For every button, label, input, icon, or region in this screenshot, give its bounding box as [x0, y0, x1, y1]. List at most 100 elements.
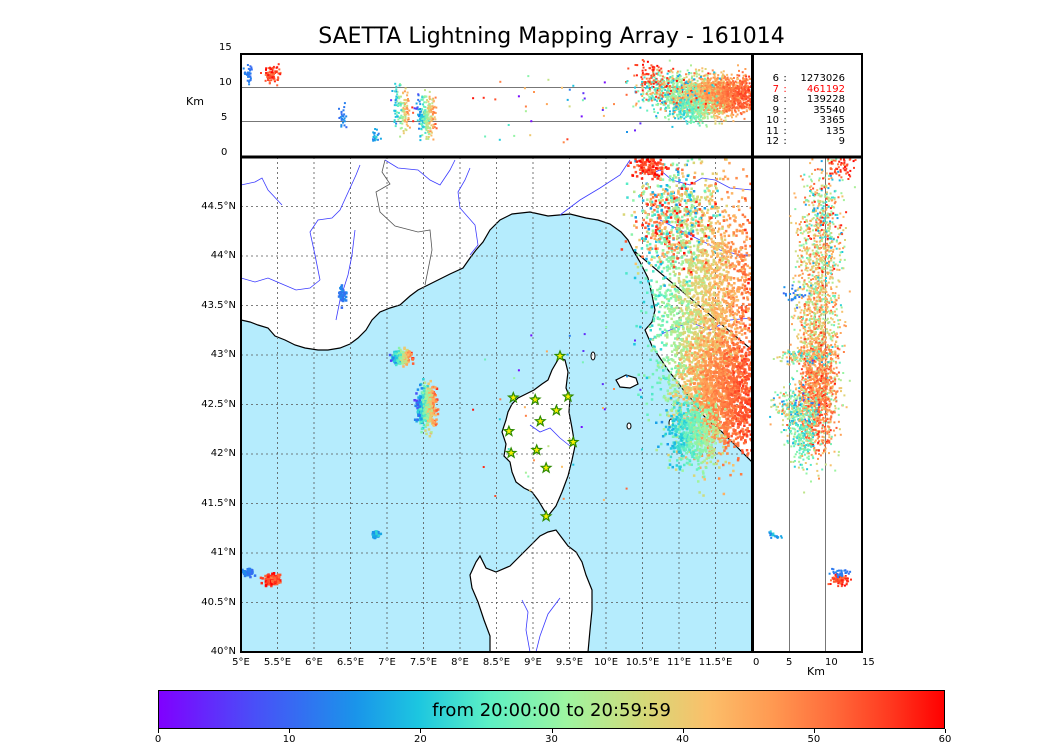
lightning-source-alt — [725, 94, 728, 97]
lightning-source-alt — [660, 71, 663, 74]
lightning-source-alt — [650, 76, 653, 79]
lightning-source — [680, 365, 684, 368]
lightning-source-alt — [340, 111, 343, 114]
lightning-source-alt — [646, 85, 648, 88]
lightning-source-alt — [714, 86, 717, 89]
lightning-source — [692, 269, 695, 272]
lightning-source-alt — [435, 127, 438, 130]
lightning-source-alt — [744, 86, 747, 89]
lightning-source — [679, 316, 682, 319]
lightning-source-alt — [656, 100, 659, 103]
lightning-source-alt — [427, 100, 430, 103]
lightning-source — [702, 300, 706, 303]
lightning-source — [709, 304, 712, 307]
lightning-source — [723, 335, 726, 338]
lightning-source-alt — [249, 77, 252, 80]
lightning-source — [707, 378, 710, 381]
lightning-source — [650, 398, 654, 401]
lightning-source-alt — [744, 79, 747, 82]
lightning-source-alt — [658, 87, 661, 90]
lightning-source-alt — [246, 72, 249, 74]
lightning-source-alt — [713, 71, 716, 74]
lightning-source — [667, 358, 670, 362]
lightning-source-alt — [666, 80, 669, 83]
lightning-source-alt — [269, 66, 271, 69]
lightning-source-alt — [673, 101, 676, 104]
lightning-source — [708, 288, 711, 292]
lightning-source-alt — [655, 93, 658, 96]
lightning-source — [674, 272, 677, 276]
lightning-source — [662, 301, 665, 305]
lightning-source-alt — [654, 90, 657, 93]
lightning-source — [685, 300, 689, 303]
lightning-source-alt — [685, 76, 688, 79]
lightning-source — [679, 351, 683, 354]
lightning-source — [688, 402, 692, 405]
lightning-source — [671, 283, 675, 287]
lightning-source — [704, 289, 707, 293]
lightning-source — [723, 338, 727, 342]
lightning-source-alt — [377, 132, 380, 135]
lightning-source — [650, 255, 654, 258]
lightning-source — [635, 324, 638, 328]
lightning-source — [655, 368, 658, 372]
lightning-source-alt — [672, 92, 675, 95]
lightning-source-alt — [690, 95, 693, 98]
lightning-source — [729, 278, 733, 281]
lightning-source-alt — [426, 110, 429, 113]
lightning-source-alt — [735, 87, 738, 90]
lightning-source — [708, 298, 711, 301]
lightning-source-alt — [420, 118, 423, 121]
lightning-source — [749, 363, 752, 366]
lightning-source — [688, 327, 691, 331]
lightning-source-alt — [648, 81, 651, 84]
lightning-source-alt — [427, 109, 430, 111]
lightning-source-alt — [419, 139, 422, 142]
lightning-source-alt — [730, 73, 733, 76]
lightning-source-alt — [656, 80, 659, 82]
lightning-source-alt — [685, 73, 687, 76]
lightning-source — [675, 336, 679, 340]
lightning-source — [709, 229, 712, 233]
lightning-source-alt — [671, 102, 674, 105]
lightning-source — [720, 313, 724, 316]
lightning-source — [682, 245, 685, 249]
lightning-source-alt — [690, 101, 693, 104]
lightning-source-alt — [695, 102, 698, 105]
lightning-source-alt — [248, 83, 251, 86]
lightning-source-alt — [688, 81, 691, 84]
lightning-source-alt — [626, 80, 629, 82]
lightning-source — [716, 307, 719, 311]
lightning-source-alt — [660, 78, 663, 81]
lightning-source-alt — [418, 100, 421, 103]
lightning-source — [722, 492, 726, 496]
lightning-source-alt — [668, 77, 671, 80]
lightning-source-alt — [738, 69, 740, 72]
lightning-source-alt — [702, 91, 705, 94]
lightning-source — [745, 336, 748, 339]
lightning-source-alt — [731, 98, 734, 101]
lightning-source-alt — [680, 93, 683, 96]
lightning-source-alt — [720, 104, 723, 107]
lightning-source — [737, 321, 740, 324]
lightning-source-alt — [682, 100, 685, 103]
lightning-source — [668, 310, 671, 313]
lightning-source-alt — [656, 89, 659, 92]
lightning-source-alt — [689, 88, 692, 91]
lightning-source — [707, 219, 711, 223]
lightning-source — [721, 295, 725, 298]
lightning-source-alt — [699, 116, 702, 119]
lightning-source — [702, 315, 706, 318]
lightning-source — [680, 355, 683, 358]
lightning-source-alt — [703, 105, 706, 108]
lightning-source-alt — [694, 68, 697, 71]
lightning-source-alt — [395, 88, 398, 91]
lightning-source-alt — [650, 99, 653, 102]
lightning-source — [655, 251, 659, 254]
lightning-source-alt — [712, 72, 715, 75]
lightning-source-alt — [654, 87, 657, 90]
lightning-source-alt — [430, 131, 433, 134]
lightning-source — [689, 273, 692, 276]
lightning-source-alt — [676, 87, 679, 90]
lightning-source-alt — [655, 116, 658, 119]
